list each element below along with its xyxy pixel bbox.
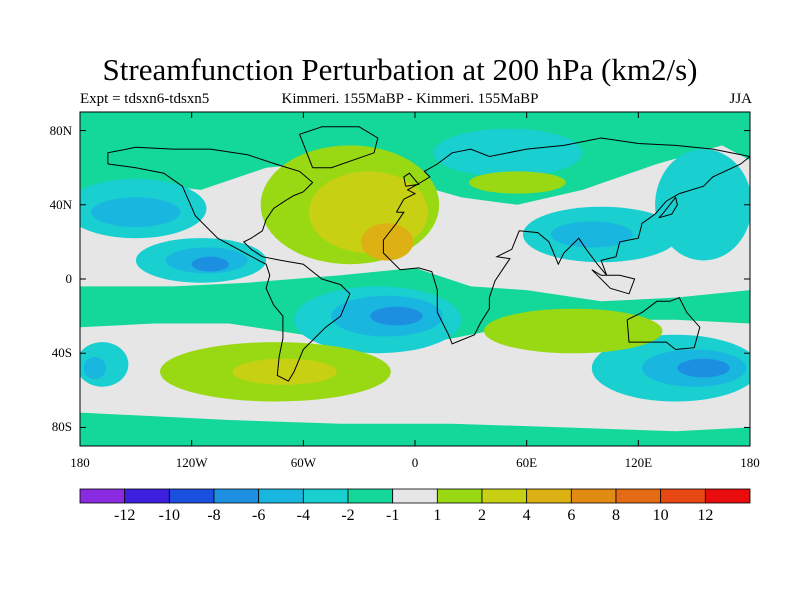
positive-anomaly-region [469,171,566,194]
chart-title: Streamfunction Perturbation at 200 hPa (… [102,52,698,87]
negative-anomaly-region [191,256,229,272]
colorbar-swatch [526,488,572,504]
colorbar-label: 6 [567,507,576,524]
experiment-label: Expt = tdsxn6-tdsxn5 [80,91,210,107]
x-tick-label: 60W [290,455,316,470]
x-tick-label: 120E [624,455,653,470]
colorbar-swatch [258,488,304,504]
colorbar-swatch [436,488,483,504]
x-tick-label: 0 [411,455,419,470]
coastline [658,196,678,219]
colorbar-label: -12 [113,507,136,524]
y-tick-label: 0 [65,271,73,286]
coastline [591,269,636,295]
colorbar-swatch [347,488,394,504]
y-tick-label: 80N [49,122,72,138]
colorbar-label: 8 [612,507,620,524]
coastline [107,146,351,382]
colorbar-label: -8 [207,507,221,524]
colorbar-swatch [302,488,349,504]
colorbar-swatch [392,488,438,504]
colorbar-label: -4 [296,507,310,524]
negative-anomaly-region [370,306,423,326]
positive-anomaly-region [483,308,663,354]
colorbar-label: -10 [158,507,180,524]
colorbar-label: -1 [385,507,400,524]
x-tick-label: 180 [70,455,90,470]
colorbar-label: 4 [522,507,531,524]
coastline [626,296,701,351]
colorbar-swatch [213,488,260,504]
negative-anomaly-region [655,149,750,261]
negative-anomaly-region [550,221,633,248]
colorbar-swatch [660,488,706,504]
colorbar-label: 2 [478,507,486,524]
negative-anomaly-region [83,357,107,380]
colorbar-swatch [481,488,528,504]
run-label: Kimmeri. 155MaBP - Kimmeri. 155MaBP [281,91,539,107]
colorbar-swatch [570,488,617,504]
colorbar-label: -2 [341,507,355,524]
colorbar-label: 10 [652,507,669,524]
x-tick-label: 60E [516,455,538,470]
positive-anomaly-region [361,223,414,261]
x-tick-label: 180 [740,455,760,470]
negative-anomaly-region [677,358,730,378]
colorbar-swatch [704,488,751,504]
colorbar-label: 1 [433,507,442,524]
colorbar-swatch [124,488,170,504]
colorbar-label: -6 [251,507,266,524]
coastline [382,137,750,345]
y-tick-label: 40S [51,345,72,361]
colorbar-swatch [168,488,215,504]
colorbar-label: 12 [697,507,714,524]
coastline [403,172,420,187]
colorbar-swatch [615,488,662,504]
negative-anomaly-region [91,197,181,227]
y-tick-label: 80S [51,419,72,435]
coastline [298,126,379,169]
colorbar-swatch [79,488,126,504]
x-tick-label: 120W [175,455,208,470]
positive-anomaly-region [232,358,337,385]
y-tick-label: 40N [49,196,72,212]
season-label: JJA [729,91,752,107]
